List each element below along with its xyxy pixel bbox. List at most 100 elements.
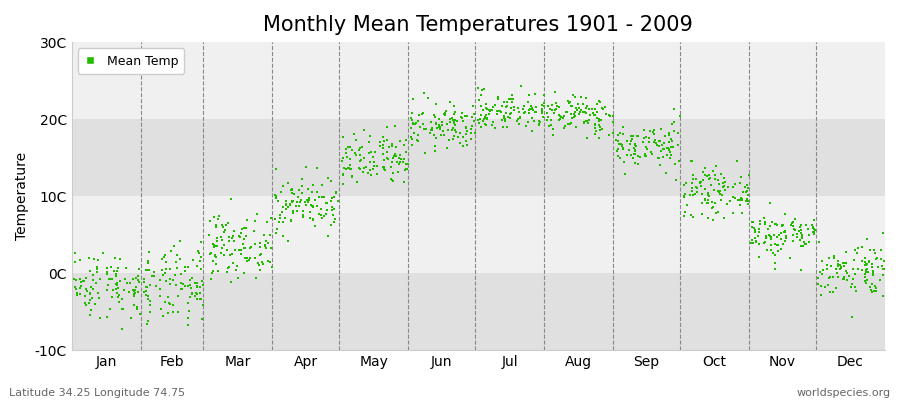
Point	[694, 191, 708, 198]
Point	[89, 269, 104, 275]
Point	[74, 283, 88, 289]
Point	[390, 152, 404, 159]
Point	[376, 164, 391, 171]
Point	[441, 127, 455, 133]
Point	[256, 231, 271, 238]
Point	[474, 124, 489, 130]
Point	[762, 233, 777, 240]
Point	[131, 278, 146, 285]
Point	[387, 153, 401, 159]
Point	[293, 197, 308, 203]
Point	[365, 154, 380, 160]
Point	[276, 233, 291, 239]
Point	[500, 114, 515, 120]
Point	[616, 145, 630, 151]
Point	[90, 266, 104, 272]
Point	[256, 260, 270, 267]
Point	[122, 289, 136, 296]
Point	[472, 120, 486, 126]
Point	[385, 155, 400, 162]
Point	[465, 114, 480, 120]
Point	[506, 96, 520, 102]
Point	[243, 254, 257, 261]
Point	[532, 122, 546, 128]
Point	[310, 189, 324, 195]
Point	[370, 162, 384, 169]
Point	[112, 256, 127, 262]
Point	[104, 276, 119, 282]
Point	[234, 251, 248, 258]
Point	[835, 260, 850, 266]
Point	[631, 161, 645, 167]
Point	[694, 179, 708, 186]
Point	[513, 115, 527, 122]
Point	[140, 292, 154, 298]
Point	[562, 121, 577, 127]
Point	[130, 289, 145, 295]
Point	[274, 215, 288, 222]
Point	[867, 268, 881, 275]
Point	[486, 104, 500, 111]
Point	[667, 119, 681, 126]
Point	[479, 101, 493, 107]
Point	[824, 263, 839, 269]
Point	[662, 130, 677, 136]
Point	[185, 275, 200, 282]
Point	[252, 244, 266, 250]
Point	[686, 192, 700, 198]
Point	[671, 142, 686, 148]
Point	[317, 193, 331, 200]
Point	[375, 150, 390, 157]
Point	[849, 288, 863, 294]
Point	[195, 281, 210, 288]
Point	[630, 132, 644, 139]
Point	[152, 277, 166, 283]
Point	[609, 137, 624, 144]
Point	[464, 130, 478, 137]
Point	[741, 192, 755, 198]
Point	[448, 127, 463, 133]
Point	[859, 269, 873, 275]
Point	[644, 148, 658, 155]
Point	[650, 142, 664, 148]
Point	[838, 249, 852, 255]
Point	[92, 295, 106, 302]
Point	[454, 114, 469, 121]
Point	[651, 155, 665, 162]
Point	[579, 95, 593, 101]
Point	[459, 138, 473, 144]
Point	[758, 218, 772, 225]
Point	[590, 109, 605, 115]
Point	[572, 100, 586, 107]
Point	[741, 198, 755, 204]
Point	[802, 232, 816, 238]
Point	[343, 162, 357, 168]
Point	[126, 290, 140, 297]
Point	[706, 168, 720, 174]
Point	[858, 261, 872, 268]
Point	[816, 267, 831, 274]
Point	[194, 296, 209, 302]
Point	[411, 138, 426, 144]
Point	[504, 105, 518, 111]
Point	[526, 106, 540, 112]
Point	[476, 118, 491, 124]
Point	[417, 89, 431, 96]
Point	[702, 193, 716, 199]
Point	[832, 263, 846, 269]
Point	[75, 278, 89, 285]
Point	[436, 128, 450, 135]
Point	[502, 96, 517, 102]
Point	[185, 257, 200, 264]
Point	[95, 250, 110, 256]
Point	[424, 127, 438, 133]
Point	[130, 306, 144, 312]
Point	[286, 207, 301, 214]
Point	[158, 252, 173, 258]
Point	[841, 277, 855, 284]
Point	[744, 224, 759, 230]
Point	[751, 233, 765, 240]
Point	[544, 121, 559, 128]
Point	[258, 238, 273, 244]
Point	[764, 246, 778, 253]
